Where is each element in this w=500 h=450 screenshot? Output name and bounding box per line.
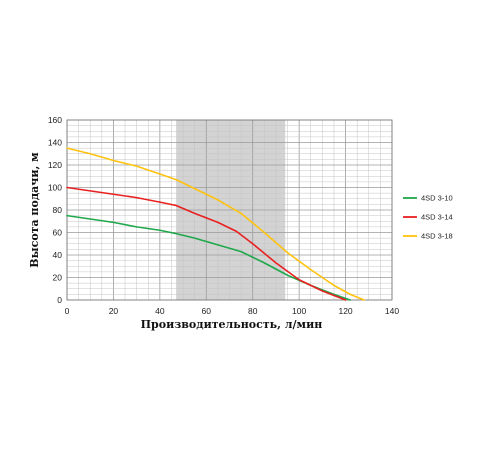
y-tick-label: 40 <box>53 250 63 260</box>
y-tick-label: 80 <box>53 205 63 215</box>
y-tick-label: 20 <box>53 273 63 283</box>
series-layer <box>66 147 365 301</box>
grid-layer <box>66 119 393 301</box>
x-tick-label: 20 <box>109 306 119 316</box>
x-tick-label: 100 <box>292 306 306 316</box>
y-axis-title: Высота подачи, м <box>28 152 41 268</box>
x-tick-label: 0 <box>65 306 70 316</box>
series-line-4sd-3-14 <box>66 186 347 301</box>
axis-layer <box>66 119 393 301</box>
legend-label-4sd-3-10: 4SD 3-10 <box>421 194 453 203</box>
y-tick-label: 100 <box>48 183 62 193</box>
x-tick-label: 60 <box>202 306 212 316</box>
y-tick-label: 60 <box>53 228 63 238</box>
series-line-4sd-3-18 <box>66 147 365 301</box>
legend-label-4sd-3-18: 4SD 3-18 <box>421 232 453 241</box>
x-tick-label: 40 <box>155 306 165 316</box>
x-tick-label: 80 <box>248 306 258 316</box>
x-tick-label: 120 <box>338 306 352 316</box>
y-tick-label: 140 <box>48 138 62 148</box>
y-tick-label: 0 <box>57 295 62 305</box>
plot-frame <box>66 119 393 301</box>
tick-label-layer: 0 20 40 60 80 100 120 140 0 20 40 60 80 100 120 140 160 <box>48 115 400 316</box>
legend-label-4sd-3-14: 4SD 3-14 <box>421 213 453 222</box>
legend: 4SD 3-10 4SD 3-14 4SD 3-18 <box>403 194 453 241</box>
y-tick-label: 160 <box>48 115 62 125</box>
x-tick-label: 140 <box>385 306 399 316</box>
y-tick-label: 120 <box>48 160 62 170</box>
x-axis-title: Производительность, л/мин <box>141 318 323 331</box>
